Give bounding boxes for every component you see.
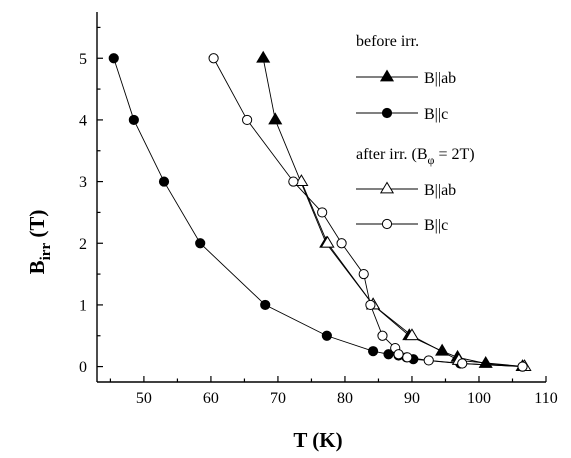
data-point-s3 xyxy=(423,355,434,366)
legend-label-0: B||ab xyxy=(424,70,456,87)
x-axis-label: T (K) xyxy=(293,428,342,452)
data-point-s1 xyxy=(260,299,271,311)
legend-label-3: B||c xyxy=(424,217,448,234)
data-point-s3 xyxy=(393,349,404,360)
y-axis-label: Birr (T) xyxy=(25,210,54,275)
data-point-s3 xyxy=(457,358,468,369)
x-tick-label: 60 xyxy=(203,390,219,407)
y-tick-label: 1 xyxy=(79,297,87,314)
data-point-s0 xyxy=(478,356,493,368)
axis-ticks: 50 60 70 80 90 100 110 0 1 2 3 4 5 xyxy=(79,26,558,407)
data-point-s1 xyxy=(158,176,170,187)
data-point-s3 xyxy=(358,268,369,280)
x-tick-label: 50 xyxy=(136,390,152,407)
data-point-s1 xyxy=(108,53,119,64)
data-point-s3 xyxy=(377,330,388,341)
x-tick-label: 70 xyxy=(270,390,286,407)
y-tick-label: 0 xyxy=(79,359,87,376)
data-point-s3 xyxy=(517,361,528,372)
data-point-s0 xyxy=(435,343,450,356)
x-tick-label: 100 xyxy=(467,390,491,407)
legend-marker-3 xyxy=(381,218,393,230)
data-point-s2 xyxy=(404,328,420,341)
data-point-s3 xyxy=(402,352,413,363)
data-point-s1 xyxy=(368,346,379,357)
data-point-s2 xyxy=(320,235,335,248)
data-point-s1 xyxy=(195,238,206,249)
data-point-s0 xyxy=(268,112,283,125)
data-point-s3 xyxy=(336,238,347,249)
data-point-s0 xyxy=(256,50,271,63)
series-points xyxy=(108,50,532,372)
legend-label-1: B||c xyxy=(424,106,448,123)
series-line-2 xyxy=(300,181,525,368)
plot-frame xyxy=(96,12,546,383)
y-tick-label: 5 xyxy=(79,51,87,68)
series-line-3 xyxy=(213,58,523,368)
data-point-s2 xyxy=(294,174,309,186)
data-point-s3 xyxy=(242,114,253,126)
legend-title-before: before irr. xyxy=(356,33,419,50)
legend-marker-1 xyxy=(381,107,393,119)
x-tick-label: 80 xyxy=(337,390,353,407)
y-tick-label: 2 xyxy=(79,236,87,253)
data-point-s1 xyxy=(321,330,332,341)
x-tick-label: 90 xyxy=(404,390,420,407)
data-point-s1 xyxy=(128,114,139,126)
legend-marker-2 xyxy=(379,181,395,194)
y-tick-label: 4 xyxy=(79,112,87,129)
y-tick-label: 3 xyxy=(79,174,87,191)
legend-title-after: after irr. (Bφ = 2T) xyxy=(356,146,475,167)
data-point-s3 xyxy=(365,299,376,311)
x-tick-label: 110 xyxy=(534,390,557,407)
data-point-s1 xyxy=(383,349,394,360)
data-point-s3 xyxy=(288,176,299,187)
legend-label-2: B||ab xyxy=(424,182,456,199)
legend: before irr. after irr. (Bφ = 2T) B||ab B||c… xyxy=(356,33,475,234)
data-point-s3 xyxy=(208,53,219,64)
legend-marker-0 xyxy=(379,69,395,82)
data-point-s3 xyxy=(317,207,328,218)
